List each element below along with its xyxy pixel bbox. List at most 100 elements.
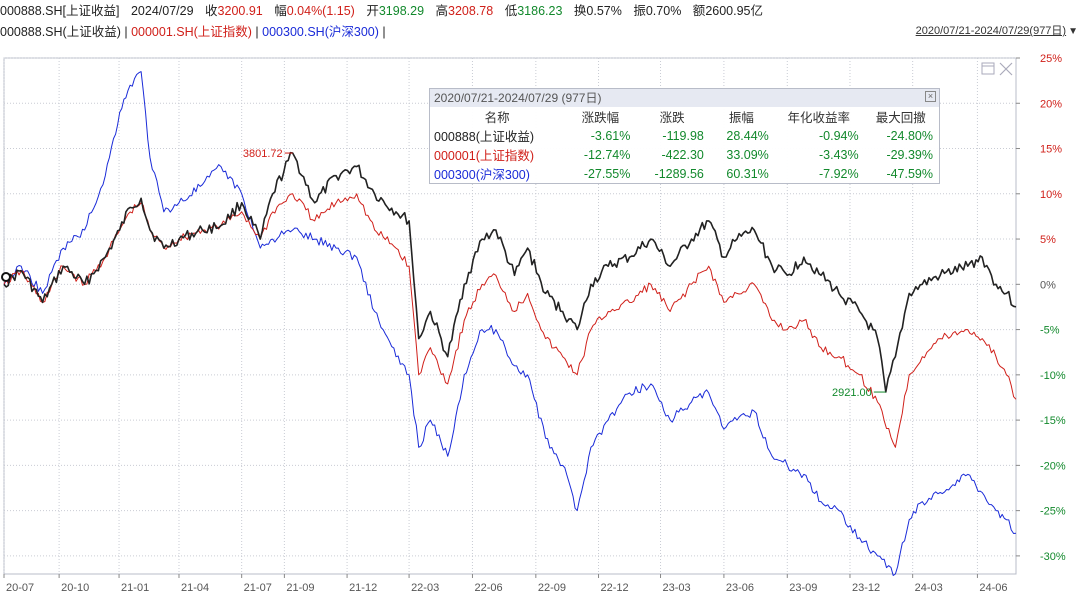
x-tick-label: 23-03 bbox=[663, 582, 691, 594]
y-tick-label: -10% bbox=[1040, 370, 1066, 382]
y-tick-label: -15% bbox=[1040, 415, 1066, 427]
y-tick-label: 20% bbox=[1040, 98, 1062, 110]
y-tick-label: -25% bbox=[1040, 506, 1066, 518]
row-change: -422.30 bbox=[661, 147, 704, 162]
x-axis: 20-07 20-10 21-01 21-04 21-07 21-09 21-12 22-03… bbox=[3, 574, 1008, 594]
series-layer bbox=[3, 71, 1017, 576]
x-tick-label: 20-07 bbox=[6, 582, 34, 594]
x-tick-label: 24-03 bbox=[915, 582, 943, 594]
y-tick-label: 10% bbox=[1040, 189, 1062, 201]
series-line-2[interactable] bbox=[3, 193, 1017, 448]
legend-s1[interactable]: 000888.SH(上证收益) bbox=[0, 25, 121, 39]
stats-panel: 2020/07/21-2024/07/29 (977日) × 名称 涨跌幅 涨跌… bbox=[429, 88, 940, 184]
table-row[interactable]: 000001(上证指数) -12.74% -422.30 33.09% -3.4… bbox=[430, 145, 939, 164]
amplitude-value: 0.70% bbox=[645, 4, 682, 18]
x-tick-label: 24-06 bbox=[979, 582, 1007, 594]
legend-separator: | bbox=[120, 25, 132, 39]
col-header-drawdown: 最大回撤 bbox=[875, 111, 926, 125]
range-selector[interactable]: 2020/07/21-2024/07/29(977日) ▼ bbox=[916, 24, 1078, 39]
x-tick-label: 22-03 bbox=[411, 582, 439, 594]
annotation-layer: 3801.72 2921.00 bbox=[243, 148, 886, 399]
start-marker bbox=[1, 272, 11, 282]
x-tick-label: 22-09 bbox=[538, 582, 566, 594]
x-tick-label: 22-12 bbox=[601, 582, 629, 594]
row-annual: -0.94% bbox=[819, 128, 859, 143]
x-tick-label: 21-12 bbox=[349, 582, 377, 594]
quote-bar: 000888.SH[上证收益] 2024/07/29 收3200.91 幅0.0… bbox=[0, 0, 1080, 22]
close-icon[interactable]: × bbox=[925, 91, 936, 102]
row-pct: -27.55% bbox=[583, 166, 631, 181]
x-tick-label: 21-04 bbox=[181, 582, 209, 594]
series-line-1[interactable] bbox=[3, 151, 1017, 393]
x-tick-label: 23-06 bbox=[726, 582, 754, 594]
row-drawdown: -47.59% bbox=[886, 166, 933, 181]
x-tick-label: 23-09 bbox=[789, 582, 817, 594]
row-annual: -3.43% bbox=[819, 147, 859, 162]
close-icon[interactable] bbox=[999, 62, 1013, 76]
amount-value: 2600.95亿 bbox=[705, 4, 763, 18]
table-row[interactable]: 000300(沪深300) -27.55% -1289.56 60.31% -7… bbox=[430, 164, 939, 183]
close-label: 收 bbox=[205, 4, 218, 18]
change-value: 0.04%(1.15) bbox=[286, 4, 355, 18]
y-axis: 25% 20% 15% 10% 5% 0% -5% -10% -15% -20% -25% -30% bbox=[1016, 53, 1066, 563]
legend-s2[interactable]: 000001.SH(上证指数) bbox=[131, 25, 252, 39]
row-amplitude: 60.31% bbox=[726, 166, 769, 181]
row-name: 000300(沪深300) bbox=[434, 168, 530, 182]
col-header-amplitude: 振幅 bbox=[728, 111, 754, 125]
amplitude-label: 振 bbox=[633, 4, 646, 18]
x-tick-label: 21-01 bbox=[121, 582, 149, 594]
open-label: 开 bbox=[366, 4, 379, 18]
low-label: 低 bbox=[504, 4, 518, 18]
turnover-value: 0.57% bbox=[586, 4, 622, 18]
dropdown-arrow-icon[interactable]: ▼ bbox=[1068, 26, 1078, 37]
turnover-label: 换 bbox=[573, 4, 587, 18]
low-value: 3186.23 bbox=[517, 4, 563, 18]
stats-title-bar: 2020/07/21-2024/07/29 (977日) × bbox=[430, 89, 939, 107]
row-annual: -7.92% bbox=[819, 166, 859, 181]
close-value: 3200.91 bbox=[217, 4, 263, 18]
col-header-pct: 涨跌幅 bbox=[581, 111, 620, 125]
row-pct: -12.74% bbox=[583, 147, 631, 162]
start-point-marker bbox=[1, 272, 11, 282]
min-value-label: 2921.00 bbox=[832, 387, 872, 399]
amount-label: 额 bbox=[692, 4, 706, 18]
stats-table: 名称 涨跌幅 涨跌 振幅 年化收益率 最大回撤 000888(上证收益) -3.… bbox=[430, 107, 939, 183]
range-selector-label[interactable]: 2020/07/21-2024/07/29(977日) bbox=[915, 25, 1067, 37]
legend-separator: | bbox=[378, 25, 386, 39]
high-label: 高 bbox=[435, 4, 449, 18]
y-tick-label: -5% bbox=[1040, 325, 1060, 337]
window-icons[interactable] bbox=[981, 62, 1013, 76]
col-header-name: 名称 bbox=[484, 111, 510, 125]
row-name: 000888(上证收益) bbox=[434, 130, 535, 144]
max-value-label: 3801.72 bbox=[243, 148, 283, 160]
y-tick-label: -20% bbox=[1040, 460, 1066, 472]
row-change: -119.98 bbox=[662, 128, 704, 143]
row-amplitude: 28.44% bbox=[726, 128, 769, 143]
quote-code: 000888.SH[上证收益] bbox=[0, 4, 120, 18]
y-tick-label: 0% bbox=[1040, 279, 1056, 291]
y-tick-label: -30% bbox=[1040, 551, 1066, 563]
quote-date: 2024/07/29 bbox=[130, 4, 194, 18]
legend-s3[interactable]: 000300.SH(沪深300) bbox=[262, 25, 379, 39]
row-name: 000001(上证指数) bbox=[434, 149, 535, 163]
x-tick-label: 22-06 bbox=[474, 582, 502, 594]
row-change: -1289.56 bbox=[654, 166, 704, 181]
table-row[interactable]: 000888(上证收益) -3.61% -119.98 28.44% -0.94… bbox=[430, 126, 939, 145]
legend-separator: | bbox=[251, 25, 263, 39]
stats-title: 2020/07/21-2024/07/29 (977日) bbox=[434, 91, 602, 105]
col-header-change: 涨跌 bbox=[659, 111, 685, 125]
series-line-3[interactable] bbox=[3, 71, 1017, 576]
x-tick-label: 23-12 bbox=[852, 582, 880, 594]
x-tick-label: 20-10 bbox=[61, 582, 89, 594]
x-tick-label: 21-09 bbox=[286, 582, 314, 594]
row-pct: -3.61% bbox=[590, 128, 631, 143]
x-tick-label: 21-07 bbox=[244, 582, 272, 594]
series-legend: 000888.SH(上证收益) | 000001.SH(上证指数) | 0003… bbox=[0, 21, 880, 43]
stats-header-row: 名称 涨跌幅 涨跌 振幅 年化收益率 最大回撤 bbox=[430, 107, 939, 126]
maximize-icon[interactable] bbox=[981, 62, 995, 75]
row-drawdown: -24.80% bbox=[886, 128, 933, 143]
row-drawdown: -29.39% bbox=[886, 147, 933, 162]
open-value: 3198.29 bbox=[378, 4, 425, 18]
col-header-annual: 年化收益率 bbox=[787, 111, 850, 125]
high-value: 3208.78 bbox=[448, 4, 494, 18]
